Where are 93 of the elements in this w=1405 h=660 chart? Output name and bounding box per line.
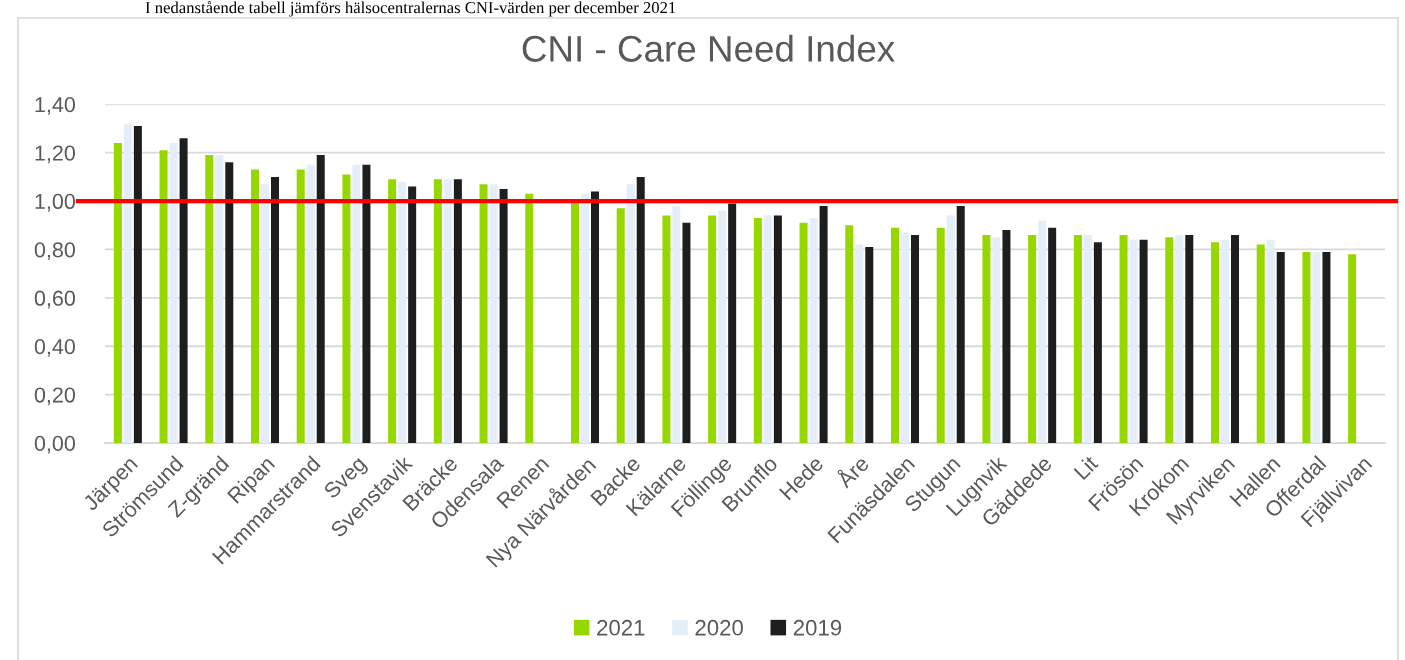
y-tick-label: 1,00 [35, 193, 75, 212]
y-tick-label: 0,80 [34, 242, 75, 261]
bar [453, 179, 462, 443]
bar [1073, 234, 1082, 443]
bar [271, 176, 280, 443]
bar [316, 155, 325, 443]
bar [865, 247, 874, 443]
bar [1165, 237, 1174, 443]
y-tick-label: 0,00 [34, 435, 75, 454]
bar [936, 227, 945, 443]
bar [901, 232, 909, 443]
bar [890, 227, 899, 443]
bar [773, 215, 782, 443]
y-tick-label: 1,20 [35, 145, 75, 164]
bar [662, 215, 671, 443]
bar [1083, 234, 1092, 443]
bar [499, 188, 508, 443]
bar [433, 179, 442, 443]
bar [728, 203, 737, 443]
bar [215, 155, 224, 443]
bar [261, 184, 269, 443]
bar [1028, 234, 1037, 443]
bar [408, 186, 417, 443]
bar [911, 234, 920, 443]
bar [1119, 234, 1128, 443]
bar [489, 184, 498, 443]
bar [1185, 234, 1194, 443]
bar [443, 179, 452, 443]
bar [169, 143, 178, 443]
bar [992, 237, 1001, 443]
bar [845, 225, 854, 443]
bar [1002, 230, 1011, 443]
bar [1256, 244, 1265, 443]
bar [250, 169, 259, 443]
bar [581, 193, 589, 443]
bar [296, 169, 305, 443]
bar [1038, 220, 1047, 443]
chart-title: CNI - Care Need Index [522, 34, 895, 62]
bar [123, 123, 132, 443]
bar [956, 205, 965, 443]
bar [1348, 254, 1357, 443]
bar [946, 215, 955, 443]
bar [626, 184, 635, 443]
legend-label: 2020 [695, 619, 743, 636]
bar [682, 222, 691, 443]
text: I nedanstående tabell jämförs hälsocentralernas CNI-värden per december 2021 [145, 1, 676, 17]
bar [708, 215, 717, 443]
bar [809, 218, 818, 443]
y-tick-label: 0,20 [34, 387, 75, 406]
bar [205, 155, 214, 443]
y-tick-label: 0,60 [34, 290, 75, 309]
bar [352, 164, 361, 443]
bar [819, 205, 828, 443]
bar [306, 164, 315, 443]
bar [342, 174, 351, 443]
bar [133, 126, 142, 443]
bar [1231, 234, 1240, 443]
bar [855, 244, 864, 443]
bar [225, 162, 234, 443]
bar [753, 218, 762, 443]
bar [591, 191, 600, 443]
bar [388, 179, 397, 443]
bar [398, 181, 407, 443]
bar [718, 210, 727, 443]
bar [362, 164, 371, 443]
legend-label: 2021 [597, 619, 645, 636]
bar [1276, 251, 1285, 443]
bar [616, 208, 625, 443]
bar [982, 234, 991, 443]
bar [1221, 239, 1229, 443]
bar [1322, 251, 1331, 443]
bar [570, 201, 579, 443]
bar [672, 205, 681, 443]
bar [799, 222, 808, 443]
bar [159, 150, 168, 443]
bar [113, 143, 122, 443]
bar [525, 193, 534, 443]
bar [1139, 239, 1148, 443]
bar [1312, 251, 1321, 443]
y-tick-label: 1,40 [35, 97, 75, 115]
bar [1302, 251, 1311, 443]
bar [179, 138, 188, 443]
bar [1266, 239, 1275, 443]
bar [479, 184, 488, 443]
bar [763, 215, 772, 443]
y-tick-label: 0,40 [34, 339, 75, 357]
bar [1210, 242, 1219, 443]
legend-label: 2019 [793, 619, 842, 636]
bar [1175, 234, 1184, 443]
bar [1048, 227, 1057, 443]
bar [1093, 242, 1102, 443]
bar [636, 176, 645, 443]
bar [1129, 239, 1138, 443]
